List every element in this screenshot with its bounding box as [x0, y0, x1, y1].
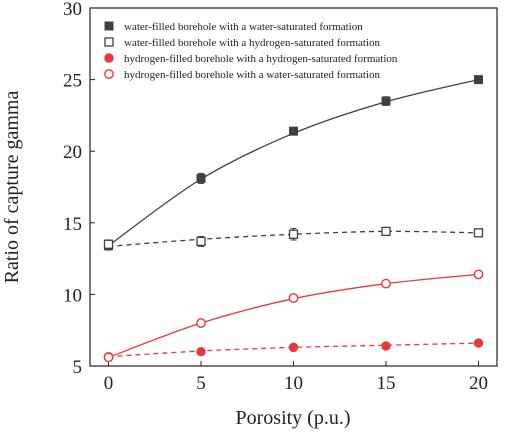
x-tick-label: 5 — [196, 373, 206, 394]
fit-line — [108, 342, 479, 358]
data-point — [103, 239, 114, 249]
x-tick-label: 20 — [469, 373, 488, 394]
legend: water-filled borehole with a water-satur… — [104, 21, 398, 81]
data-point — [196, 236, 206, 247]
y-tick-label: 5 — [73, 357, 83, 378]
legend-marker — [104, 37, 114, 47]
data-point — [289, 126, 298, 136]
x-tick-label: 0 — [104, 373, 114, 394]
data-points — [103, 75, 484, 363]
fit-line — [108, 78, 479, 247]
fit-curves — [108, 78, 479, 359]
data-point — [473, 269, 484, 280]
data-point — [473, 228, 484, 238]
x-axis-ticks: 0 5 10 15 20 — [104, 361, 488, 394]
fit-line — [108, 230, 479, 248]
legend-label: water-filled borehole with a water-satur… — [124, 21, 363, 33]
y-tick-label: 20 — [63, 142, 82, 163]
legend-marker — [104, 69, 114, 79]
legend-label: hydrogen-filled borehole with a hydrogen… — [124, 53, 398, 65]
legend-marker — [104, 21, 114, 31]
data-point — [473, 338, 484, 348]
data-point — [381, 341, 391, 351]
data-point — [381, 96, 391, 106]
legend-label: hydrogen-filled borehole with a water-sa… — [124, 69, 381, 81]
data-point — [288, 293, 299, 303]
y-tick-label: 10 — [63, 285, 82, 306]
data-point — [381, 226, 391, 237]
data-point — [103, 352, 114, 363]
data-point — [196, 318, 206, 328]
x-tick-label: 15 — [377, 373, 396, 394]
data-point — [381, 278, 391, 289]
y-tick-label: 30 — [63, 0, 82, 20]
legend-marker — [104, 53, 114, 63]
data-point — [288, 229, 299, 239]
data-point — [196, 346, 206, 357]
y-tick-label: 15 — [63, 214, 82, 235]
data-point — [288, 342, 299, 353]
y-axis-title: Ratio of capture gamma — [1, 91, 23, 284]
y-axis-ticks: 5 10 15 20 25 30 — [63, 0, 95, 378]
data-point — [474, 75, 483, 85]
legend-label: water-filled borehole with a hydrogen-sa… — [124, 37, 381, 49]
data-point — [196, 173, 206, 183]
y-tick-label: 25 — [63, 71, 82, 92]
x-tick-label: 10 — [284, 373, 303, 394]
x-axis-title: Porosity (p.u.) — [236, 407, 351, 429]
